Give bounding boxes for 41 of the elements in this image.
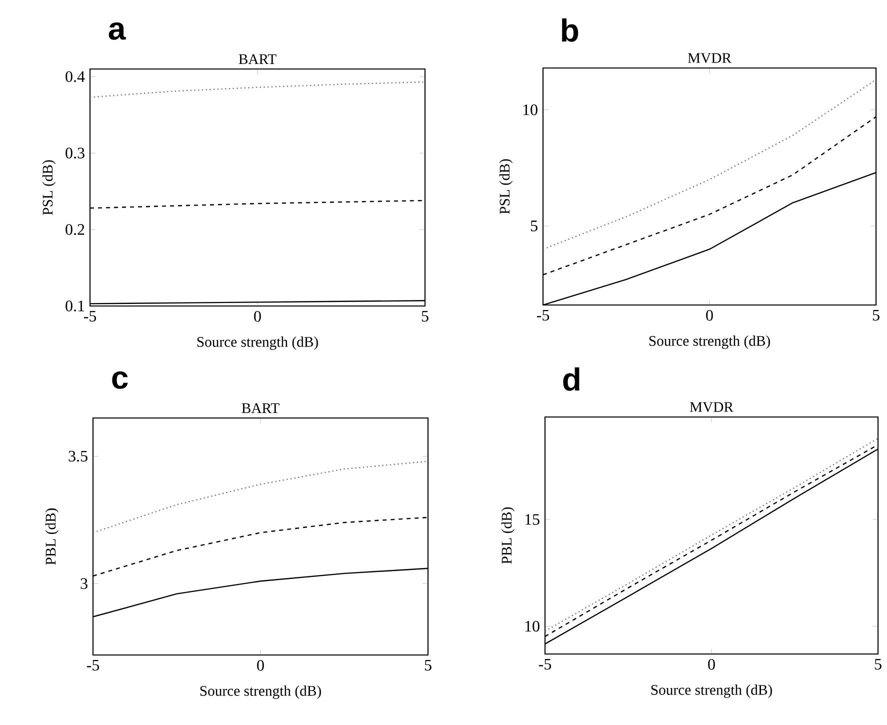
chart-title: MVDR (690, 402, 734, 412)
x-tick-label: 5 (872, 310, 880, 321)
y-axis-title: PSL (dB) (42, 160, 56, 215)
chart-title: MVDR (688, 53, 732, 64)
x-tick-label: 0 (254, 310, 261, 322)
text: a (108, 22, 126, 40)
x-tick-label: 5 (422, 310, 428, 322)
x-axis-title: Source strength (dB) (649, 336, 770, 349)
y-tick-label: 10 (523, 104, 538, 116)
y-tick-label: 0.2 (66, 224, 84, 235)
x-axis-title: Source strength (dB) (651, 684, 772, 698)
y-tick-label: 3 (80, 578, 88, 590)
x-tick-label: 5 (874, 658, 882, 670)
text: c (112, 371, 128, 389)
y-tick-label: 0.3 (66, 148, 84, 159)
y-axis-title: PBL (dB) (501, 507, 515, 564)
x-tick-label: -5 (84, 310, 96, 322)
line-series (543, 79, 876, 250)
x-tick-label: 0 (706, 310, 713, 321)
y-axis-title: PSL (dB) (499, 159, 513, 214)
line-series (93, 460, 428, 534)
chart-title: BART (238, 54, 276, 64)
y-tick-label: 0.4 (66, 71, 85, 82)
y-tick-label: 3.5 (68, 450, 88, 462)
y-axis-title: PBL (dB) (45, 508, 59, 565)
x-tick-label: 5 (424, 660, 432, 671)
x-tick-label: 0 (708, 658, 715, 670)
x-tick-label: -5 (536, 310, 550, 321)
y-tick-label: 0.1 (66, 300, 84, 312)
x-tick-label: -5 (86, 660, 100, 671)
x-axis-title: Source strength (dB) (197, 336, 318, 350)
y-tick-label: 5 (530, 220, 538, 232)
text: d (563, 367, 580, 391)
y-tick-label: 15 (525, 514, 540, 525)
x-tick-label: -5 (538, 658, 552, 670)
text: b (562, 18, 578, 42)
line-series (90, 81, 426, 98)
x-axis-title: Source strength (dB) (200, 686, 321, 699)
y-tick-label: 10 (525, 620, 540, 632)
chart-title: BART (242, 403, 280, 414)
x-tick-label: 0 (257, 660, 264, 671)
